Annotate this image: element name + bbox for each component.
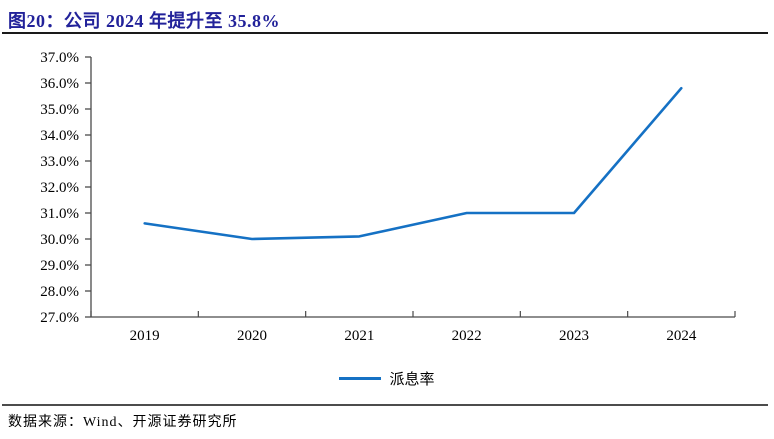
y-tick-label: 30.0% — [40, 232, 79, 248]
title-divider-line — [2, 32, 768, 34]
x-tick-label: 2023 — [559, 328, 589, 344]
y-tick-label: 37.0% — [40, 50, 79, 66]
y-tick-label: 31.0% — [40, 206, 79, 222]
legend-series-label: 派息率 — [389, 372, 435, 388]
x-tick-label: 2022 — [452, 328, 482, 344]
y-tick-label: 33.0% — [40, 154, 79, 170]
chart-legend: 派息率 — [0, 368, 774, 389]
y-tick-label: 35.0% — [40, 102, 79, 118]
x-tick-label: 2024 — [666, 328, 697, 344]
series-line — [143, 86, 683, 241]
x-tick-label: 2021 — [344, 328, 374, 344]
legend-line-swatch — [339, 377, 382, 380]
y-tick-label: 28.0% — [40, 284, 79, 300]
y-tick-label: 36.0% — [40, 76, 79, 92]
y-tick-label: 34.0% — [40, 128, 79, 144]
data-source-note: 数据来源：Wind、开源证券研究所 — [8, 415, 238, 430]
x-tick-label: 2019 — [130, 328, 160, 344]
chart-title: 图20：公司 2024 年提升至 35.8% — [8, 11, 280, 31]
x-tick-label: 2020 — [237, 328, 267, 344]
y-tick-label: 32.0% — [40, 180, 79, 196]
y-tick-label: 29.0% — [40, 258, 79, 274]
y-tick-label: 27.0% — [40, 310, 79, 326]
footer-divider-line — [2, 404, 768, 406]
